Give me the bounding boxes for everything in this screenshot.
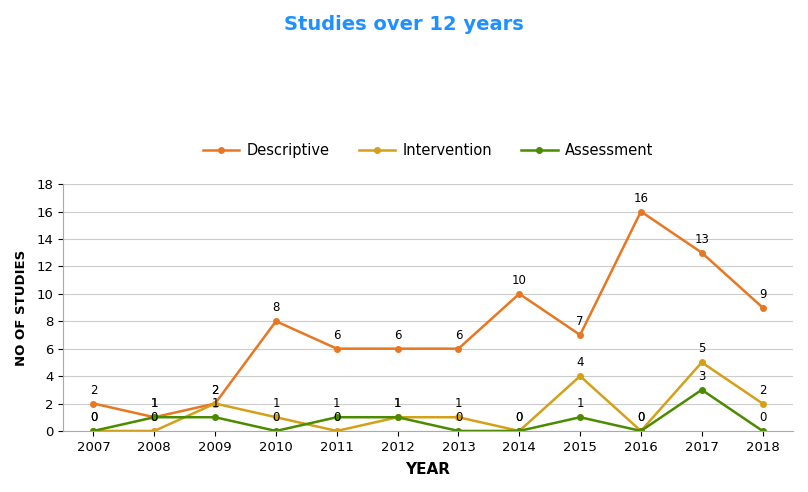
Text: 1: 1 <box>393 397 402 410</box>
Intervention <box>89 428 99 434</box>
Text: 7: 7 <box>576 315 584 328</box>
Text: 0: 0 <box>90 411 97 424</box>
Text: 0: 0 <box>455 411 462 424</box>
Assessment <box>271 428 281 434</box>
Text: Studies over 12 years: Studies over 12 years <box>284 15 524 34</box>
Y-axis label: NO OF STUDIES: NO OF STUDIES <box>15 249 28 366</box>
Descriptive <box>453 346 463 352</box>
Intervention <box>210 400 220 406</box>
Text: 6: 6 <box>455 329 462 342</box>
Text: 8: 8 <box>272 301 280 314</box>
Assessment <box>149 414 159 420</box>
Text: 0: 0 <box>272 411 280 424</box>
Descriptive <box>758 305 768 310</box>
Line: Descriptive: Descriptive <box>90 209 765 420</box>
Assessment <box>758 428 768 434</box>
Assessment <box>210 414 220 420</box>
Text: 0: 0 <box>333 411 340 424</box>
Text: 10: 10 <box>511 274 527 287</box>
Text: 1: 1 <box>333 397 340 410</box>
Intervention <box>271 414 281 420</box>
Descriptive <box>149 414 159 420</box>
Text: 0: 0 <box>759 411 766 424</box>
Text: 0: 0 <box>638 411 645 424</box>
Assessment <box>453 428 463 434</box>
Assessment <box>89 428 99 434</box>
Intervention <box>515 428 524 434</box>
Intervention <box>758 400 768 406</box>
Descriptive <box>271 318 281 324</box>
Descriptive <box>697 250 707 256</box>
Descriptive <box>636 209 646 215</box>
X-axis label: YEAR: YEAR <box>406 462 451 477</box>
Legend: Descriptive, Intervention, Assessment: Descriptive, Intervention, Assessment <box>197 137 659 164</box>
Descriptive <box>575 332 585 338</box>
Text: 2: 2 <box>212 384 219 397</box>
Line: Intervention: Intervention <box>90 360 765 434</box>
Assessment <box>636 428 646 434</box>
Assessment <box>393 414 402 420</box>
Intervention <box>453 414 463 420</box>
Text: 16: 16 <box>633 191 649 205</box>
Text: 0: 0 <box>90 411 97 424</box>
Intervention <box>575 373 585 379</box>
Text: 3: 3 <box>698 370 705 383</box>
Text: 2: 2 <box>90 384 97 397</box>
Text: 6: 6 <box>333 329 340 342</box>
Intervention <box>149 428 159 434</box>
Text: 2: 2 <box>759 384 766 397</box>
Text: 1: 1 <box>576 397 584 410</box>
Text: 9: 9 <box>759 288 766 301</box>
Intervention <box>636 428 646 434</box>
Intervention <box>393 414 402 420</box>
Assessment <box>515 428 524 434</box>
Descriptive <box>89 400 99 406</box>
Text: 0: 0 <box>638 411 645 424</box>
Descriptive <box>393 346 402 352</box>
Text: 1: 1 <box>455 397 462 410</box>
Text: 0: 0 <box>516 411 523 424</box>
Text: 2: 2 <box>212 384 219 397</box>
Text: 0: 0 <box>516 411 523 424</box>
Descriptive <box>515 291 524 297</box>
Text: 1: 1 <box>212 397 219 410</box>
Text: 1: 1 <box>272 397 280 410</box>
Text: 4: 4 <box>576 356 584 369</box>
Assessment <box>575 414 585 420</box>
Intervention <box>332 428 342 434</box>
Text: 1: 1 <box>150 397 158 410</box>
Intervention <box>697 360 707 366</box>
Text: 5: 5 <box>698 342 705 355</box>
Text: 6: 6 <box>393 329 402 342</box>
Text: 0: 0 <box>150 411 158 424</box>
Assessment <box>332 414 342 420</box>
Text: 1: 1 <box>393 397 402 410</box>
Text: 13: 13 <box>694 233 709 246</box>
Descriptive <box>210 400 220 406</box>
Descriptive <box>332 346 342 352</box>
Line: Assessment: Assessment <box>90 387 765 434</box>
Text: 1: 1 <box>150 397 158 410</box>
Assessment <box>697 387 707 393</box>
